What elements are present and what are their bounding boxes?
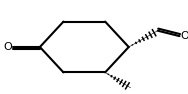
Text: O: O [3,42,12,52]
Text: O: O [180,31,188,41]
